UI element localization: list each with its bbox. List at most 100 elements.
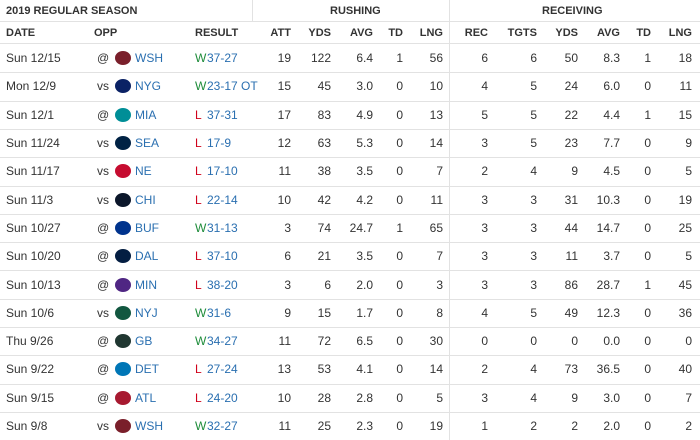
location: @: [97, 220, 110, 235]
stat: 3: [481, 249, 488, 264]
stat: 50: [564, 51, 578, 66]
column-header: TD: [636, 27, 651, 39]
stat: 8: [436, 305, 443, 320]
season-header: 2019 REGULAR SEASON: [6, 5, 138, 17]
score-link[interactable]: 38-20: [207, 277, 238, 292]
stat: 0: [396, 362, 403, 377]
team-link[interactable]: DET: [135, 362, 159, 377]
stat: 0: [530, 334, 537, 349]
score-link[interactable]: 31-6: [207, 305, 232, 320]
score-link[interactable]: 23-17 OT: [207, 79, 258, 94]
location: @: [97, 51, 110, 66]
score-link[interactable]: 34-27: [207, 334, 238, 349]
stat: 0: [396, 136, 403, 151]
team-link[interactable]: GB: [135, 334, 153, 349]
score-link[interactable]: 22-14: [207, 192, 238, 207]
stat: 19: [429, 419, 443, 434]
location: vs: [97, 305, 109, 320]
stat: 25: [317, 419, 331, 434]
team-link[interactable]: NYG: [135, 79, 162, 94]
result-outcome: L: [195, 107, 202, 122]
team-link[interactable]: WSH: [135, 51, 163, 66]
score-link[interactable]: 27-24: [207, 362, 238, 377]
stat: 0: [644, 362, 651, 377]
score-link[interactable]: 17-10: [207, 164, 238, 179]
team-logo: [115, 305, 131, 320]
result-outcome: W: [195, 305, 207, 320]
stat: 53: [317, 362, 331, 377]
score-link[interactable]: 37-10: [207, 249, 238, 264]
stat: 4.4: [603, 107, 620, 122]
team-logo: [115, 192, 131, 207]
stat: 38: [317, 164, 331, 179]
stat: 3: [530, 192, 537, 207]
stat: 6: [481, 51, 488, 66]
team-link[interactable]: NYJ: [135, 305, 158, 320]
date: Sun 9/22: [6, 362, 55, 377]
score-link[interactable]: 17-9: [207, 136, 232, 151]
date: Sun 12/15: [6, 51, 61, 66]
stat: 15: [678, 107, 692, 122]
column-header: ATT: [270, 27, 291, 39]
stat: 0: [685, 334, 692, 349]
divider: [0, 21, 700, 22]
stat: 4.1: [356, 362, 373, 377]
stat: 5.3: [356, 136, 373, 151]
result-outcome: L: [195, 136, 202, 151]
stat: 4: [481, 305, 488, 320]
date: Sun 12/1: [6, 107, 55, 122]
stat: 11: [278, 164, 291, 179]
stat: 13: [277, 362, 291, 377]
stat: 28: [317, 390, 331, 405]
stat: 6.4: [356, 51, 373, 66]
stat: 1: [644, 277, 651, 292]
score-link[interactable]: 37-27: [207, 51, 238, 66]
column-header: DATE: [6, 27, 36, 39]
stat: 7: [436, 164, 443, 179]
stat: 2: [685, 419, 692, 434]
score-link[interactable]: 32-27: [207, 419, 238, 434]
team-link[interactable]: ATL: [135, 390, 157, 405]
stat: 10: [277, 192, 291, 207]
stat: 5: [436, 390, 443, 405]
stat: 4.9: [356, 107, 373, 122]
team-link[interactable]: SEA: [135, 136, 160, 151]
stat: 11: [679, 79, 692, 94]
divider: [0, 43, 700, 44]
divider: [252, 0, 253, 22]
team-logo: [115, 249, 131, 264]
score-link[interactable]: 31-13: [207, 220, 238, 235]
stat: 5: [481, 107, 488, 122]
stat: 14.7: [596, 220, 620, 235]
team-link[interactable]: MIN: [135, 277, 157, 292]
score-link[interactable]: 24-20: [207, 390, 238, 405]
column-header: LNG: [419, 27, 443, 39]
team-link[interactable]: DAL: [135, 249, 159, 264]
stat: 9: [571, 390, 578, 405]
stat: 23: [564, 136, 578, 151]
stat: 2: [481, 164, 488, 179]
team-logo: [115, 164, 131, 179]
row-divider: [0, 327, 700, 328]
stat: 3: [284, 220, 291, 235]
location: vs: [97, 192, 109, 207]
team-link[interactable]: CHI: [135, 192, 156, 207]
date: Sun 9/15: [6, 390, 55, 405]
location: vs: [97, 79, 109, 94]
stat: 5: [530, 136, 537, 151]
stat: 3.0: [356, 79, 373, 94]
team-link[interactable]: BUF: [135, 220, 159, 235]
stat: 6.5: [356, 334, 373, 349]
row-divider: [0, 213, 700, 215]
rushing-header: RUSHING: [330, 5, 381, 17]
team-link[interactable]: MIA: [135, 107, 157, 122]
team-link[interactable]: NE: [135, 164, 152, 179]
row-divider: [0, 270, 700, 272]
team-link[interactable]: WSH: [135, 419, 163, 434]
date: Sun 10/27: [6, 220, 61, 235]
score-link[interactable]: 37-31: [207, 107, 238, 122]
stat: 8.3: [603, 51, 620, 66]
result-outcome: L: [195, 192, 202, 207]
column-header: AVG: [349, 27, 373, 39]
